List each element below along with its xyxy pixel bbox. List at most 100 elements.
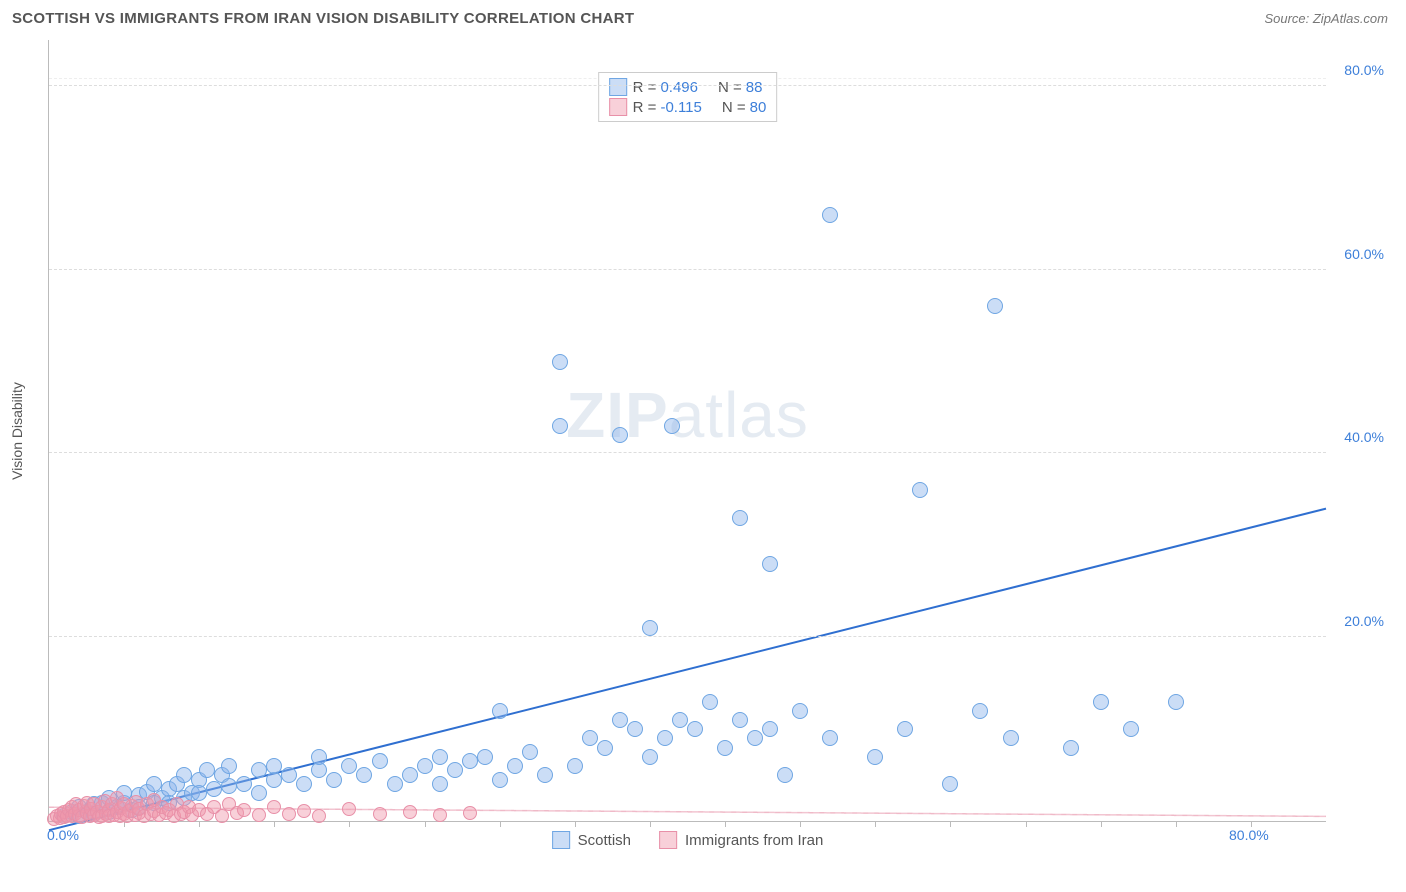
x-tick-mark [725,821,726,827]
scatter-point [567,758,583,774]
scatter-point [221,778,237,794]
scatter-point [612,427,628,443]
x-tick-mark [800,821,801,827]
scatter-point [356,767,372,783]
scatter-point [463,806,477,820]
scatter-point [582,730,598,746]
scatter-point [266,758,282,774]
scatter-point [402,767,418,783]
scatter-point [777,767,793,783]
scatter-point [732,712,748,728]
x-tick-mark [875,821,876,827]
scatter-point [311,749,327,765]
scatter-point [432,749,448,765]
x-tick-mark [349,821,350,827]
plot-area: Vision Disability ZIPatlas R = 0.496N = … [48,40,1326,822]
scatter-point [762,556,778,572]
legend-item: Immigrants from Iran [659,831,823,849]
scatter-point [822,207,838,223]
scatter-point [236,776,252,792]
scatter-point [597,740,613,756]
scatter-point [296,776,312,792]
x-tick-mark [575,821,576,827]
scatter-point [433,808,447,822]
scatter-point [312,809,326,823]
scatter-point [747,730,763,746]
legend-label: Scottish [578,832,631,849]
chart-title: SCOTTISH VS IMMIGRANTS FROM IRAN VISION … [12,10,634,27]
scatter-point [199,762,215,778]
scatter-point [447,762,463,778]
scatter-point [221,758,237,774]
scatter-point [191,785,207,801]
legend-label: Immigrants from Iran [685,832,823,849]
scatter-point [477,749,493,765]
scatter-point [417,758,433,774]
scatter-point [552,354,568,370]
scatter-point [657,730,673,746]
x-tick-label: 80.0% [1229,827,1269,843]
stats-swatch [609,78,627,96]
scatter-point [912,482,928,498]
legend-item: Scottish [552,831,631,849]
scatter-point [537,767,553,783]
scatter-point [492,772,508,788]
stats-n: N = 80 [722,99,766,116]
scatter-point [432,776,448,792]
scatter-point [462,753,478,769]
x-tick-mark [500,821,501,827]
scatter-point [762,721,778,737]
scatter-point [664,418,680,434]
source-name: ZipAtlas.com [1313,11,1388,26]
scatter-point [507,758,523,774]
scatter-point [237,803,251,817]
scatter-point [1123,721,1139,737]
scatter-point [987,298,1003,314]
scatter-point [326,772,342,788]
scatter-point [1003,730,1019,746]
scatter-point [672,712,688,728]
scatter-point [552,418,568,434]
x-tick-mark [425,821,426,827]
x-tick-mark [1176,821,1177,827]
scatter-point [1093,694,1109,710]
x-tick-label: 0.0% [47,827,79,843]
scatter-point [897,721,913,737]
scatter-point [792,703,808,719]
scatter-point [341,758,357,774]
gridline-h [49,269,1326,270]
correlation-stats-box: R = 0.496N = 88R = -0.115N = 80 [598,72,778,122]
scatter-point [522,744,538,760]
scatter-point [311,762,327,778]
stats-n: N = 88 [718,79,762,96]
scatter-point [627,721,643,737]
x-tick-mark [274,821,275,827]
scatter-point [266,772,282,788]
scatter-point [1168,694,1184,710]
gridline-h [49,85,1326,86]
stats-row: R = -0.115 N = 80 [609,97,767,117]
scatter-point [732,510,748,526]
scatter-point [687,721,703,737]
scatter-point [642,749,658,765]
gridline-h [49,452,1326,453]
scatter-point [251,762,267,778]
scatter-point [822,730,838,746]
x-tick-mark [1026,821,1027,827]
scatter-point [492,703,508,719]
scatter-point [342,802,356,816]
y-tick-label: 60.0% [1344,246,1384,262]
trend-lines [49,40,1326,821]
x-tick-mark [950,821,951,827]
scatter-point [717,740,733,756]
scatter-point [403,805,417,819]
y-tick-label: 80.0% [1344,62,1384,78]
scatter-point [267,800,281,814]
scatter-point [972,703,988,719]
source-attribution: Source: ZipAtlas.com [1264,11,1388,26]
source-prefix: Source: [1264,11,1312,26]
stats-r: R = -0.115 [633,99,702,116]
y-tick-label: 40.0% [1344,429,1384,445]
x-tick-mark [1101,821,1102,827]
scatter-point [867,749,883,765]
